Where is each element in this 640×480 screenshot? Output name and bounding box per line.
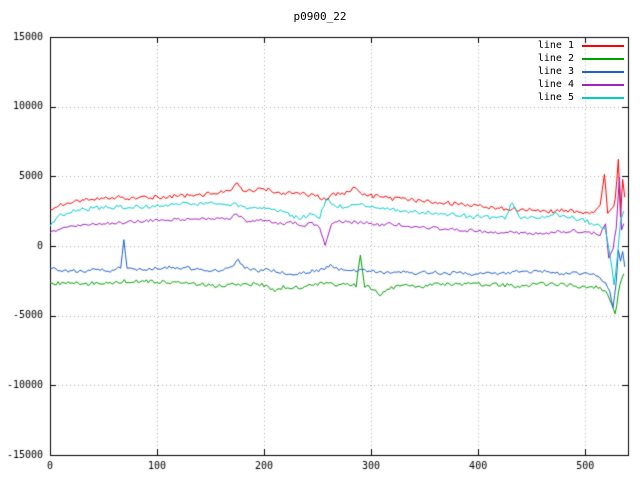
legend-label: line 5 bbox=[537, 92, 574, 103]
legend: line 1 line 2 line 3 line 4 line 5 bbox=[538, 41, 624, 103]
legend-item: line 3 bbox=[538, 67, 624, 77]
legend-swatch bbox=[582, 58, 624, 60]
legend-label: line 4 bbox=[537, 79, 574, 90]
legend-swatch bbox=[582, 84, 624, 86]
legend-item: line 4 bbox=[538, 80, 624, 90]
legend-label: line 2 bbox=[537, 53, 574, 64]
legend-item: line 2 bbox=[538, 54, 624, 64]
legend-item: line 1 bbox=[538, 41, 624, 51]
legend-swatch bbox=[582, 71, 624, 73]
chart-title: p0900_22 bbox=[293, 10, 347, 23]
legend-swatch bbox=[582, 97, 624, 99]
legend-swatch bbox=[582, 45, 624, 47]
legend-label: line 1 bbox=[537, 40, 574, 51]
legend-item: line 5 bbox=[538, 93, 624, 103]
legend-label: line 3 bbox=[537, 66, 574, 77]
